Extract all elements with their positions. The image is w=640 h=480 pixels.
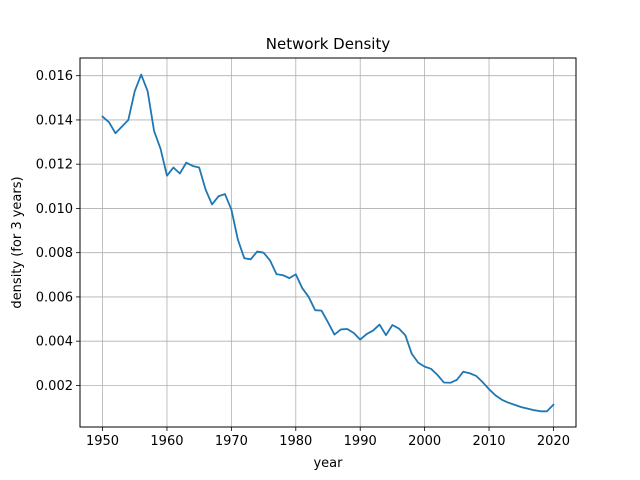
x-axis-label: year <box>313 456 343 471</box>
series-line <box>101 73 555 413</box>
x-tick-label: 2020 <box>537 434 570 449</box>
y-axis-ticks: 0.002 0.004 0.006 0.008 0.010 0.012 0.014 0.016 <box>36 69 80 394</box>
y-axis-label: density (for 3 years) <box>10 176 25 308</box>
chart-title: Network Density <box>266 35 391 53</box>
x-tick-label: 1990 <box>344 434 377 449</box>
plot-area-frame <box>79 57 577 428</box>
x-tick-label: 2000 <box>408 434 441 449</box>
y-tick-label: 0.008 <box>36 246 73 261</box>
y-tick-label: 0.002 <box>36 379 73 394</box>
y-tick-label: 0.006 <box>36 290 73 305</box>
y-tick-label: 0.016 <box>36 69 73 84</box>
x-tick-label: 1980 <box>279 434 312 449</box>
y-tick-label: 0.004 <box>36 335 73 350</box>
y-tick-label: 0.012 <box>36 158 73 173</box>
y-tick-label: 0.010 <box>36 202 73 217</box>
x-tick-label: 1960 <box>150 434 183 449</box>
y-tick-label: 0.014 <box>36 113 73 128</box>
x-tick-label: 1970 <box>215 434 248 449</box>
x-axis-ticks: 1950 1960 1970 1980 1990 2000 2010 2020 <box>86 427 570 449</box>
x-tick-label: 2010 <box>472 434 505 449</box>
grid <box>80 58 576 427</box>
x-tick-label: 1950 <box>86 434 119 449</box>
